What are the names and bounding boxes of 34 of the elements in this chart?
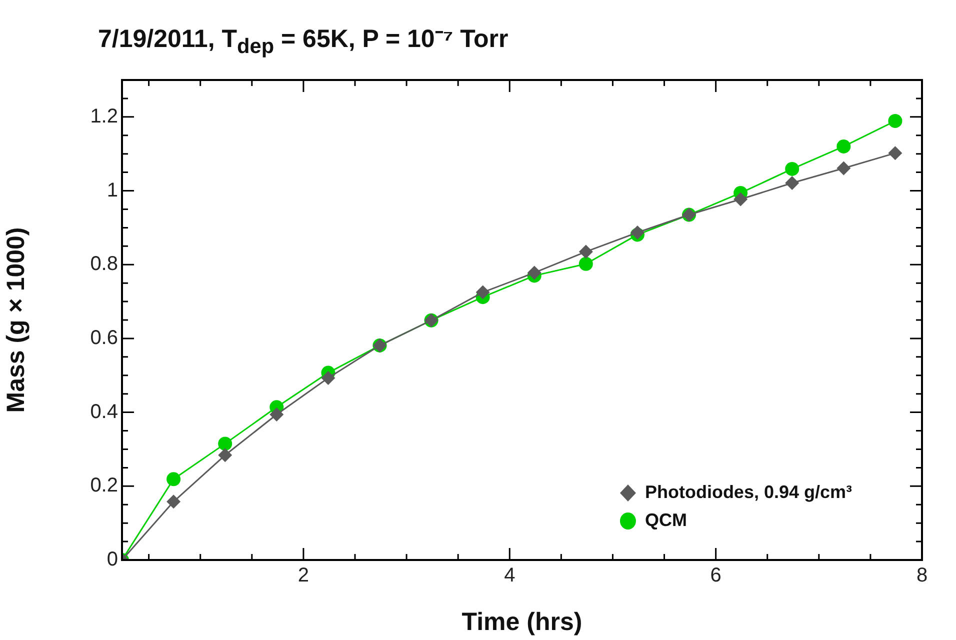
point (166, 472, 181, 486)
legend-label: Photodiodes, 0.94 g/cm³ (644, 482, 852, 502)
x-axis-title: Time (hrs) (462, 608, 582, 636)
y-tick-label: 0.6 (90, 326, 118, 349)
point (785, 162, 800, 176)
x-tick-label: 8 (916, 564, 928, 587)
point (630, 225, 644, 240)
point (270, 408, 284, 422)
y-tick-label: 1.2 (90, 105, 118, 128)
y-axis-title: Mass (g × 1000) (2, 227, 30, 413)
point (166, 494, 181, 509)
x-tick-label: 2 (298, 564, 310, 587)
point (321, 370, 336, 385)
point (578, 256, 593, 271)
y-tick-label: 1 (106, 179, 118, 202)
point (218, 436, 232, 451)
point (734, 192, 748, 206)
point (888, 146, 902, 160)
chart-title: 7/19/2011, T$_{dep}$ = 65K, P = 10⁻⁷ Torr (98, 24, 508, 59)
y-tick-label: 0.8 (90, 253, 118, 276)
point (476, 285, 490, 300)
point (785, 176, 800, 190)
y-tick-label: 0.4 (90, 400, 118, 423)
legend-label: QCM (644, 510, 687, 530)
point (888, 114, 902, 128)
point (527, 266, 542, 280)
point (578, 244, 593, 259)
y-tick-label: 0.2 (90, 474, 118, 497)
point (218, 448, 232, 462)
x-tick-label: 6 (710, 564, 722, 587)
y-tick-label: 0 (106, 548, 118, 571)
point (836, 139, 851, 154)
point (836, 161, 851, 176)
x-tick-label: 4 (504, 564, 516, 587)
